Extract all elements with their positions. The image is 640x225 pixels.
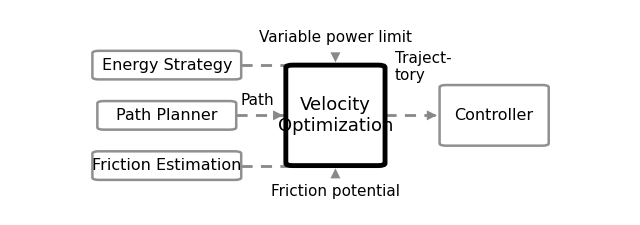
Text: Path Planner: Path Planner [116,108,218,123]
Text: Friction potential: Friction potential [271,184,400,199]
FancyBboxPatch shape [92,51,241,79]
Text: Path: Path [241,92,275,108]
Text: Controller: Controller [454,108,534,123]
Text: Energy Strategy: Energy Strategy [102,58,232,73]
Text: Traject-
tory: Traject- tory [395,51,452,83]
Text: Variable power limit: Variable power limit [259,30,412,45]
FancyBboxPatch shape [97,101,236,130]
Text: Velocity
Optimization: Velocity Optimization [278,96,393,135]
Text: Friction Estimation: Friction Estimation [92,158,241,173]
FancyBboxPatch shape [92,151,241,180]
FancyBboxPatch shape [286,65,385,166]
FancyBboxPatch shape [440,85,548,146]
